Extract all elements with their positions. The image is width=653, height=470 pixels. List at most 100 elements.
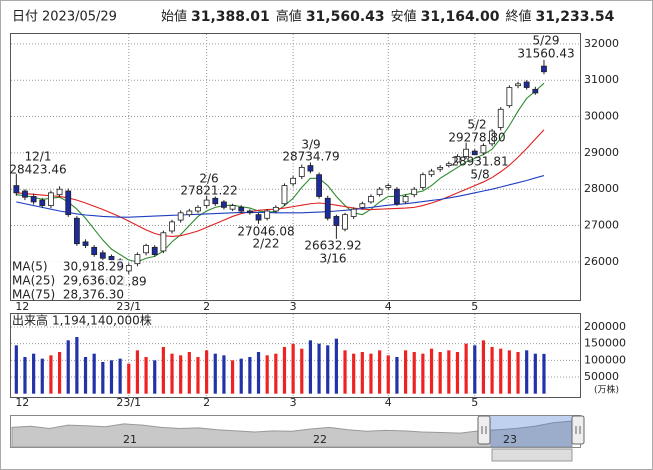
header-text: 日付 — [12, 10, 38, 25]
candle-body — [342, 214, 348, 230]
candle-body — [65, 190, 72, 216]
candle-body — [419, 174, 426, 188]
candle-body — [463, 148, 470, 157]
annotation-date: 2/6 — [199, 172, 218, 186]
x-tick-label: 12 — [15, 300, 29, 313]
candle-body — [39, 199, 46, 206]
candle-body — [532, 88, 539, 94]
header-text: 高値 — [276, 9, 302, 25]
candle-body — [316, 174, 322, 197]
volume-bar — [300, 348, 304, 394]
navigator-label: 22 — [313, 433, 327, 446]
candle-body — [290, 177, 297, 185]
volume-bar — [525, 350, 529, 394]
volume-bar — [282, 347, 287, 394]
candle-body — [134, 254, 141, 265]
candle-body — [160, 232, 167, 252]
volume-bar — [473, 345, 477, 394]
x-tick-label: 3 — [290, 300, 297, 313]
volume-bar — [83, 357, 88, 394]
candle-body — [324, 197, 331, 219]
header-text: 31,560.43 — [306, 9, 385, 25]
volume-bar — [118, 358, 122, 394]
candle-body — [489, 130, 495, 145]
volume-bar — [386, 355, 390, 394]
volume-bar — [40, 358, 44, 394]
volume-bar — [395, 357, 399, 394]
volume-bar — [222, 355, 226, 394]
candle-body — [229, 205, 236, 210]
volume-bar — [412, 352, 416, 394]
volume-bar — [75, 337, 79, 394]
x-tick-label: 4 — [385, 300, 392, 313]
candle-body — [541, 65, 547, 73]
candle-body — [22, 190, 28, 198]
candle-body — [177, 212, 184, 221]
candle-body — [238, 206, 245, 212]
y-tick-label: 28000 — [584, 182, 619, 195]
annotation-date: 3/9 — [301, 138, 320, 152]
candle-body — [480, 145, 487, 154]
navigator-area — [11, 420, 573, 448]
volume-bar — [308, 340, 313, 394]
candle-body — [151, 246, 158, 255]
y-tick-label: 150000 — [584, 337, 626, 350]
ma-line — [16, 129, 545, 237]
volume-bar — [317, 343, 321, 394]
candle-body — [143, 245, 149, 254]
scrollbar[interactable] — [491, 448, 573, 462]
x-tick-label: 12 — [15, 396, 29, 409]
volume-bar — [343, 350, 347, 394]
candle-body — [125, 265, 132, 272]
candle-body — [281, 185, 288, 205]
annotation-value: 28931.81 — [451, 155, 508, 169]
volume-bar — [161, 347, 165, 394]
candle-body — [169, 221, 175, 232]
annotation-date: 2/22 — [253, 237, 280, 251]
legend-name: MA(75) — [12, 288, 55, 302]
annotation-value: 26632.92 — [304, 239, 361, 253]
volume-bar — [92, 353, 96, 394]
annotation-date: 3/16 — [320, 252, 347, 266]
y-tick-label: 32000 — [584, 37, 619, 50]
annotation-value: 28734.79 — [282, 150, 339, 164]
volume-bar — [196, 357, 200, 394]
navigator-handle[interactable] — [477, 415, 491, 445]
volume-bar — [127, 363, 131, 394]
volume-bar — [369, 353, 373, 394]
legend-name: MA(25) — [12, 274, 55, 288]
volume-bar — [187, 352, 191, 394]
volume-bar — [490, 347, 494, 394]
candle-body — [428, 170, 435, 176]
volume-bar — [291, 343, 295, 394]
candle-body — [203, 199, 210, 206]
volume-bar — [360, 352, 364, 394]
volume-bar — [109, 360, 114, 394]
navigator-label: 21 — [123, 433, 137, 446]
volume-bar — [533, 353, 537, 394]
candle-body — [56, 188, 63, 196]
annotation-value: 27821.22 — [180, 184, 237, 198]
header-text: 終値 — [505, 9, 531, 25]
x-tick-label: 23/1 — [116, 300, 141, 313]
volume-bar — [144, 357, 148, 394]
volume-bar — [326, 345, 330, 394]
legend-value: 28,376.30 — [63, 288, 124, 302]
volume-bar — [507, 350, 511, 394]
volume-unit: (万株) — [594, 384, 619, 396]
candle-body — [359, 203, 366, 208]
y-tick-label: 27000 — [584, 219, 619, 232]
candle-body — [272, 206, 279, 212]
candle-body — [212, 197, 219, 205]
annotation-date: 5/29 — [533, 34, 560, 48]
candle-body — [350, 208, 357, 217]
y-tick-label: 200000 — [584, 320, 626, 333]
navigator-handle[interactable] — [571, 415, 585, 445]
volume-bar — [464, 343, 468, 394]
x-tick-label: 5 — [471, 300, 478, 313]
volume-bar — [499, 348, 503, 394]
volume-bar — [265, 355, 269, 394]
candle-body — [471, 150, 478, 156]
volume-bar — [455, 352, 460, 394]
candle-body — [246, 210, 253, 214]
